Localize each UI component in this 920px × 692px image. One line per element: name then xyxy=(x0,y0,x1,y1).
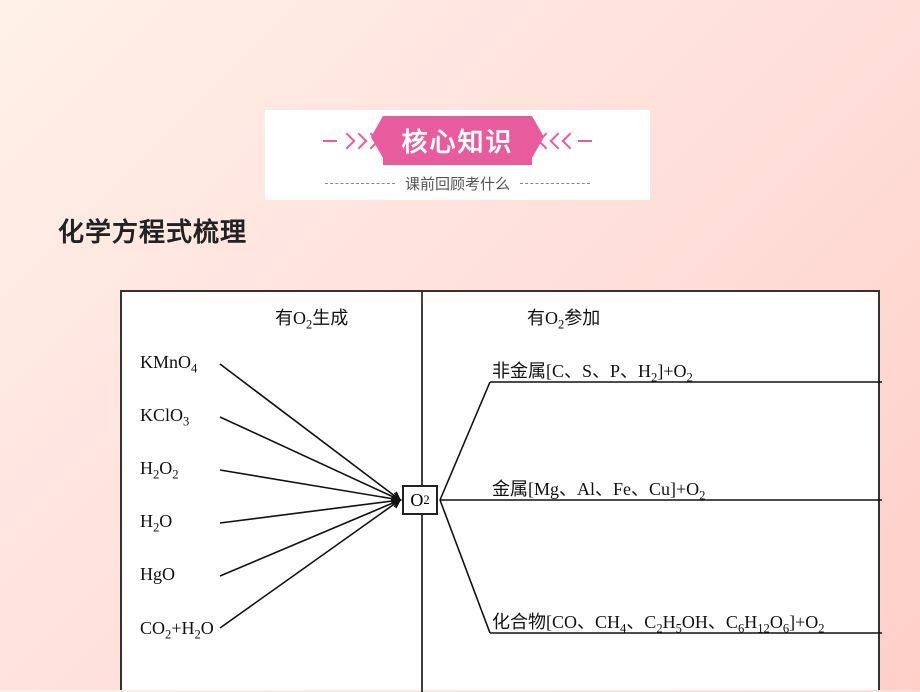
right-branch-0: 非金属[C、S、P、H2]+O2 xyxy=(492,357,693,386)
banner: 核心知识 课前回顾考什么 xyxy=(265,110,650,200)
header-right: 有O2参加 xyxy=(527,304,600,333)
deco-line xyxy=(578,140,592,142)
diagram-container: 有O2生成 有O2参加 KMnO4 KClO3 H2O2 H2O HgO CO2+H2O 非金属… xyxy=(120,290,880,690)
section-title: 化学方程式梳理 xyxy=(58,212,247,249)
right-branch-2: 化合物[CO、CH4、C2H5OH、C6H12O6]+O2 xyxy=(492,608,825,637)
dash-icon xyxy=(520,183,590,184)
left-input-1: KClO3 xyxy=(140,405,189,430)
left-input-0: KMnO4 xyxy=(140,352,197,377)
left-input-4: HgO xyxy=(140,564,175,585)
banner-subtitle-row: 课前回顾考什么 xyxy=(325,173,590,194)
banner-top-row: 核心知识 xyxy=(323,116,591,165)
dash-icon xyxy=(325,183,395,184)
left-input-2: H2O2 xyxy=(140,458,179,483)
banner-subtitle: 课前回顾考什么 xyxy=(405,173,510,194)
right-branch-1: 金属[Mg、Al、Fe、Cu]+O2 xyxy=(492,475,705,504)
deco-line xyxy=(323,140,337,142)
chevron-left-icon xyxy=(538,131,572,151)
header-left: 有O2生成 xyxy=(275,304,348,333)
center-node: O2 xyxy=(402,485,438,515)
left-input-3: H2O xyxy=(140,511,172,536)
left-input-5: CO2+H2O xyxy=(140,618,214,643)
banner-title: 核心知识 xyxy=(383,116,531,165)
